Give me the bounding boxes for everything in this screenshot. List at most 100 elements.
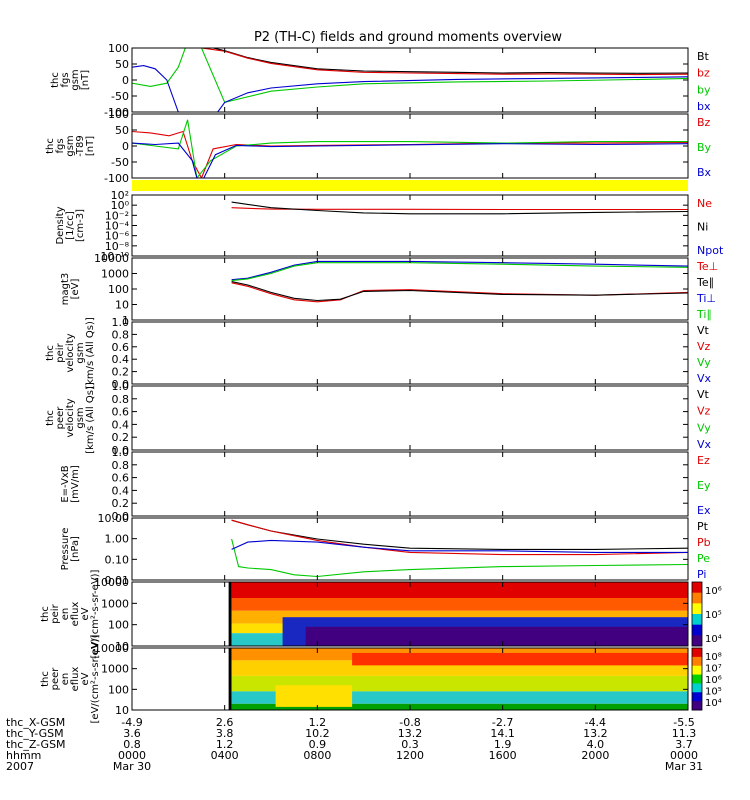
- panel-temperature: 10000 1000 100 10 1 magt3[eV] Te⊥ Te∥ Ti⊥ Ti∥: [60, 252, 718, 327]
- legend-entry: Pi: [697, 568, 706, 581]
- colorbar-segment: [692, 614, 702, 626]
- legend-entry: Ez: [697, 454, 710, 467]
- y-tick-label: 0: [122, 140, 129, 153]
- legend: Vt Vz Vy Vx: [697, 388, 712, 451]
- y-tick-label: 0.0: [112, 444, 130, 457]
- series-layer: [231, 519, 688, 578]
- legend-entry: Ex: [697, 504, 711, 517]
- legend-entry: Vt: [697, 324, 710, 337]
- x-column-value: Mar 31: [665, 760, 703, 773]
- y-axis-label: thcfgsgsm[nT]: [50, 69, 91, 90]
- y-tick-label: 1000: [101, 597, 129, 610]
- series-layer: [132, 48, 688, 112]
- y-axis-label-line: [eV/(cm²-s-sr-eV)]: [90, 634, 101, 723]
- x-column-value: 1200: [396, 749, 424, 762]
- series-line-Ti⊥: [231, 260, 688, 281]
- y-axis-label-line: thc: [45, 138, 56, 154]
- legend-entry: Vx: [697, 438, 712, 451]
- y-axis-label: thcpeerenefluxeV[eV/(cm²-s-sr-eV)]: [40, 634, 101, 723]
- y-tick-label: 0.8: [112, 459, 130, 472]
- x-column-value: 1.2: [216, 738, 234, 751]
- y-tick-label: 0.01: [105, 574, 130, 587]
- colorbar-frame: [691, 647, 703, 711]
- y-tick-label: 100: [108, 108, 129, 121]
- y-axis-label-line: [km/s (All Qs)]: [85, 317, 96, 389]
- y-axis-label: Density[1/cc][cm-3]: [55, 206, 86, 244]
- colorbar-segment: [692, 592, 702, 604]
- y-tick-label: 10000: [94, 252, 129, 265]
- legend-entry: Bx: [697, 166, 712, 179]
- y-axis-label-line: en: [60, 673, 71, 686]
- y-tick-label: 10⁰: [111, 199, 130, 212]
- y-axis-label-line: gsm: [65, 135, 76, 156]
- x-row-label: thc_X-GSM: [6, 716, 65, 729]
- colorbar-segment: [692, 665, 702, 676]
- legend-entry: Bt: [697, 50, 710, 63]
- y-axis-label-line: peer: [50, 667, 61, 691]
- colorbar-segment: [692, 648, 702, 658]
- y-tick-label: 100: [108, 619, 129, 632]
- series-line-bz: [185, 48, 688, 76]
- x-column-value: 0000: [118, 749, 146, 762]
- y-axis-label-line: eV: [80, 672, 91, 685]
- legend-entry: by: [697, 83, 711, 96]
- spectrogram-low-flux-core: [305, 626, 688, 646]
- legend-entry: Bz: [697, 116, 711, 129]
- y-tick-label: 0.2: [112, 366, 130, 379]
- x-column-value: 0400: [211, 749, 239, 762]
- x-column-value: 0800: [303, 749, 331, 762]
- x-row-label: hhmm: [6, 749, 41, 762]
- y-tick-label: 0.10: [105, 553, 130, 566]
- y-tick-label: 0.6: [112, 472, 130, 485]
- x-column-value: 11.3: [672, 727, 697, 740]
- series-line-Bt: [185, 48, 688, 74]
- series-line-Pe: [231, 538, 688, 578]
- legend-entry: Ne: [697, 197, 712, 210]
- series-line-Ti∥: [231, 262, 688, 282]
- legend-entry: bz: [697, 67, 710, 80]
- spectrogram-band: [231, 703, 688, 710]
- legend-entry: Te⊥: [696, 260, 718, 273]
- spectrogram: [228, 648, 688, 710]
- y-axis-label: E=-VxB[mV/m]: [60, 465, 81, 503]
- legend-entry: Vt: [697, 388, 710, 401]
- series-line-Te∥: [231, 281, 688, 302]
- colorbar-segment: [692, 624, 702, 636]
- legend: Pt Pb Pe Pi: [697, 520, 711, 581]
- legend-entry: Npot: [697, 244, 724, 257]
- y-tick-label: 1.00: [105, 533, 130, 546]
- y-tick-label: 10: [115, 640, 129, 653]
- x-column-value: -4.4: [585, 716, 606, 729]
- x-column-value: 1.9: [494, 738, 512, 751]
- legend: Ez Ey Ex: [697, 454, 711, 517]
- y-tick-label: 10: [115, 704, 129, 717]
- y-axis-label: thcpeirvelocitygsm[km/s (All Qs)]: [45, 317, 96, 389]
- y-tick-label: 10000: [94, 576, 129, 589]
- x-column-value: -2.7: [492, 716, 513, 729]
- panel-frame: [131, 113, 689, 179]
- y-tick-label: -50: [111, 90, 129, 103]
- y-tick-label: 10000: [94, 642, 129, 655]
- colorbar-tick-label: 10⁴: [705, 634, 722, 645]
- y-tick-label: 10: [115, 299, 129, 312]
- legend-entry: bx: [697, 100, 711, 113]
- y-axis-label: thcfgsgsm-T89[nT]: [45, 135, 96, 157]
- colorbar-segment: [692, 635, 702, 647]
- x-row-label: thc_Z-GSM: [6, 738, 66, 751]
- panel-peir_velocity: 1.00.80.60.40.20.0thcpeirvelocitygsm[km/…: [45, 316, 712, 391]
- panel-peer_eflux: 10⁸10⁷10⁶10⁵10⁴10000100010010thcpeerenef…: [40, 634, 722, 723]
- y-axis-label: Pressure[nPa]: [60, 528, 81, 571]
- y-axis-label-line: gsm: [70, 69, 81, 90]
- panel-fgs_t89: 100 50 0 -50 -100 thcfgsgsm-T89[nT] Bz By Bx: [45, 108, 712, 185]
- x-column-value: 0.3: [401, 738, 419, 751]
- y-tick-label: 1.0: [112, 446, 130, 459]
- spectrogram: [228, 582, 688, 646]
- spectrogram-mid-flux: [275, 685, 353, 707]
- series-line-Ni: [231, 201, 688, 215]
- x-column-value: 1600: [489, 749, 517, 762]
- y-tick-label: 0.2: [112, 431, 130, 444]
- y-axis-label-line: thc: [50, 72, 61, 88]
- panel-frame: [131, 451, 689, 517]
